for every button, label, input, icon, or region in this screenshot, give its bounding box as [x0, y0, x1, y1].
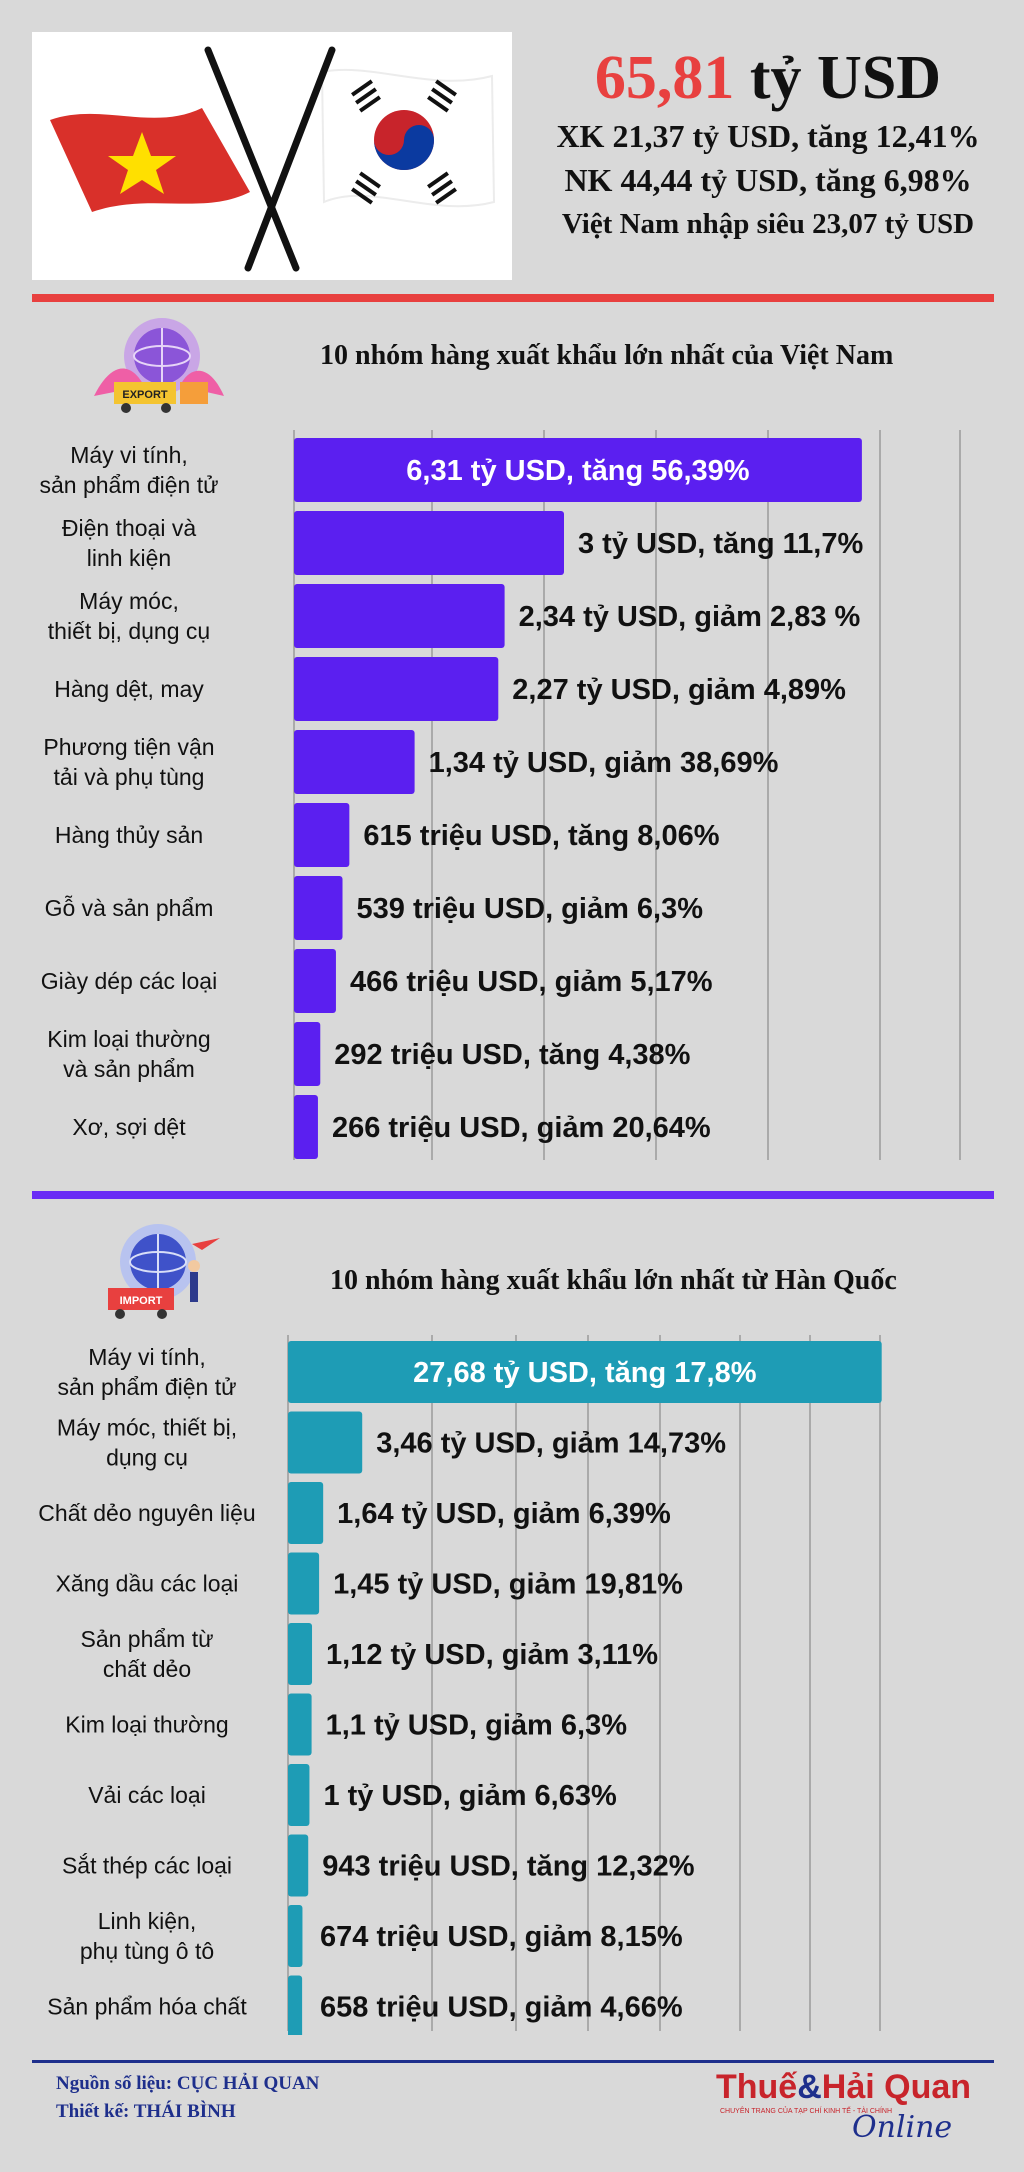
import-globe-icon: IMPORT — [80, 1220, 230, 1320]
export-value-label: 266 triệu USD, giảm 20,64% — [332, 1112, 711, 1144]
import-bar — [288, 1482, 324, 1544]
import-category-label: Máy móc, thiết bị, dụng cụ — [57, 1415, 237, 1471]
import-category-label: Kim loại thường — [65, 1712, 228, 1738]
footer-divider — [32, 2060, 994, 2063]
export-summary: XK 21,37 tỷ USD, tăng 12,41% — [556, 118, 980, 154]
export-value-label: 6,31 tỷ USD, tăng 56,39% — [406, 455, 750, 487]
import-value-label: 1,1 tỷ USD, giảm 6,3% — [326, 1710, 628, 1742]
trade-deficit: Việt Nam nhập siêu 23,07 tỷ USD — [561, 208, 975, 240]
logo-part2: Hải Quan — [821, 2068, 972, 2106]
export-category-label: Gỗ và sản phẩm — [45, 895, 214, 921]
import-icon-label: IMPORT — [120, 1295, 163, 1307]
export-value-label: 539 triệu USD, giảm 6,3% — [357, 893, 704, 925]
import-value-label: 943 triệu USD, tăng 12,32% — [322, 1851, 695, 1883]
export-category-label: Giày dép các loại — [41, 968, 217, 994]
import-bar — [288, 1623, 313, 1685]
export-bar — [294, 730, 415, 794]
designer-credit: Thiết kế: THÁI BÌNH — [56, 2101, 236, 2122]
import-bar — [288, 1764, 310, 1826]
export-bar — [294, 438, 862, 502]
export-category-label: Điện thoại và linh kiện — [62, 515, 196, 571]
export-bar — [294, 584, 505, 648]
import-bar-chart: 27,68 tỷ USD, tăng 17,8% Máy vi tính, sản … — [38, 1335, 882, 2035]
export-value-label: 615 triệu USD, tăng 8,06% — [363, 820, 719, 852]
import-value-label: 3,46 tỷ USD, giảm 14,73% — [376, 1428, 726, 1460]
export-value-label: 3 tỷ USD, tăng 11,7% — [578, 528, 863, 560]
export-bar — [294, 949, 336, 1013]
total-trade-value: 65,81 tỷ USD — [512, 42, 1024, 114]
logo-ampersand: & — [797, 2068, 822, 2106]
export-value-label: 2,27 tỷ USD, giảm 4,89% — [512, 674, 846, 706]
import-value-label: 27,68 tỷ USD, tăng 17,8% — [413, 1357, 757, 1389]
import-bar — [288, 1975, 303, 2035]
footer-credits: Nguồn số liệu: CỤC HẢI QUAN Thiết kế: TH… — [56, 2070, 319, 2126]
export-category-label: Hàng dệt, may — [54, 676, 204, 702]
logo-part1: Thuế — [716, 2068, 798, 2106]
import-value-label: 1,64 tỷ USD, giảm 6,39% — [337, 1498, 671, 1530]
section-divider — [32, 1191, 994, 1199]
import-bar — [288, 1905, 303, 1967]
import-category-label: Sản phẩm từ chất dẻo — [80, 1626, 213, 1682]
import-category-label: Xăng dầu các loại — [56, 1571, 239, 1597]
export-bar — [294, 803, 350, 867]
import-value-label: 674 triệu USD, giảm 8,15% — [320, 1921, 683, 1953]
header-divider — [32, 294, 994, 302]
import-value-label: 1 tỷ USD, giảm 6,63% — [323, 1780, 617, 1812]
headline: 65,81 tỷ USD XK 21,37 tỷ USD, tăng 12,41… — [512, 42, 1024, 246]
import-value-label: 658 triệu USD, giảm 4,66% — [320, 1992, 683, 2024]
export-globe-icon: EXPORT — [84, 316, 234, 416]
export-bar — [294, 1095, 318, 1159]
import-category-label: Máy vi tính, sản phẩm điện tử — [57, 1344, 236, 1400]
total-number: 65,81 — [594, 44, 735, 112]
export-value-label: 466 triệu USD, giảm 5,17% — [350, 966, 713, 998]
logo-wordmark: Thuế&Hải Quan — [716, 2068, 971, 2107]
export-bar — [294, 1022, 321, 1086]
import-summary: NK 44,44 tỷ USD, tăng 6,98% — [564, 162, 972, 198]
export-category-label: Máy móc, thiết bị, dụng cụ — [48, 588, 210, 644]
import-category-label: Linh kiện, phụ tùng ô tô — [80, 1908, 214, 1964]
import-value-label: 1,12 tỷ USD, giảm 3,11% — [326, 1639, 658, 1671]
flags-image — [32, 32, 512, 280]
import-bar — [288, 1341, 882, 1403]
import-bar — [288, 1411, 363, 1474]
export-bar — [294, 657, 499, 721]
import-category-label: Sắt thép các loại — [62, 1853, 232, 1879]
vietnam-korea-crossed-flags-icon — [50, 46, 496, 272]
publication-logo: Thuế&Hải Quan CHUYÊN TRANG CỦA TẠP CHÍ K… — [712, 2066, 992, 2156]
import-bar — [288, 1693, 312, 1756]
import-bar — [288, 1834, 309, 1897]
export-category-label: Kim loại thường và sản phẩm — [47, 1026, 210, 1082]
export-section-title: 10 nhóm hàng xuất khẩu lớn nhất của Việt… — [320, 340, 894, 371]
export-category-label: Hàng thủy sản — [55, 822, 203, 848]
logo-online: Online — [852, 2110, 953, 2145]
export-category-label: Phương tiện vận tải và phụ tùng — [43, 734, 214, 790]
data-source: Nguồn số liệu: CỤC HẢI QUAN — [56, 2073, 320, 2094]
import-category-label: Sản phẩm hóa chất — [47, 1994, 247, 2020]
export-value-label: 1,34 tỷ USD, giảm 38,69% — [429, 747, 779, 779]
total-unit: tỷ USD — [749, 44, 942, 112]
export-value-label: 2,34 tỷ USD, giảm 2,83 % — [519, 601, 861, 633]
export-category-label: Xơ, sợi dệt — [72, 1114, 186, 1140]
export-category-label: Máy vi tính, sản phẩm điện tử — [39, 442, 218, 498]
export-bar — [294, 876, 343, 940]
export-bar — [294, 511, 564, 575]
import-value-label: 1,45 tỷ USD, giảm 19,81% — [333, 1569, 683, 1601]
export-bar-chart: 6,31 tỷ USD, tăng 56,39% Máy vi tính, sản … — [39, 430, 961, 1160]
import-category-label: Vải các loại — [88, 1782, 206, 1808]
export-value-label: 292 triệu USD, tăng 4,38% — [334, 1039, 690, 1071]
import-category-label: Chất dẻo nguyên liệu — [38, 1500, 255, 1526]
logo-tagline: CHUYÊN TRANG CỦA TẠP CHÍ KINH TẾ - TÀI C… — [720, 2108, 893, 2115]
import-section-title: 10 nhóm hàng xuất khẩu lớn nhất từ Hàn Q… — [330, 1265, 897, 1296]
import-bar — [288, 1552, 320, 1615]
export-icon-label: EXPORT — [122, 389, 168, 401]
